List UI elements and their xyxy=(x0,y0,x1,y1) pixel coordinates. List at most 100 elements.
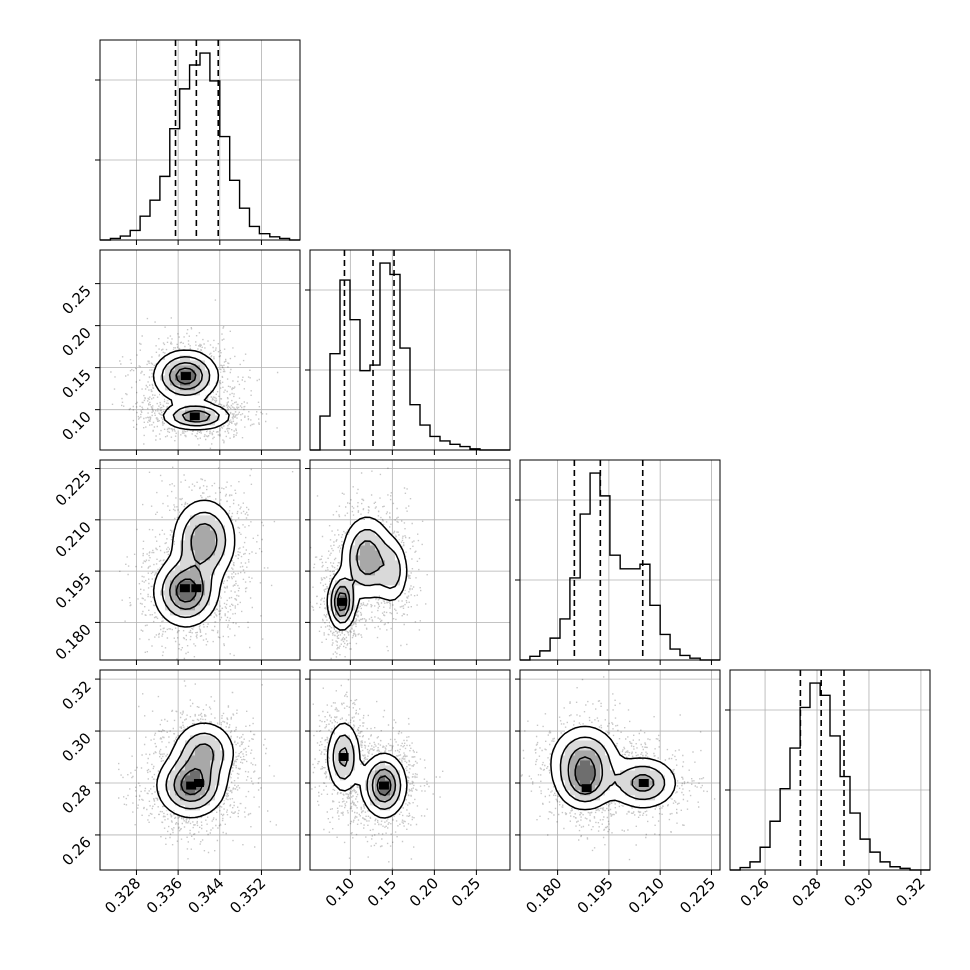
density-cell xyxy=(175,755,181,761)
density-cell xyxy=(330,615,336,621)
density-cell xyxy=(350,755,356,761)
density-cell xyxy=(340,565,346,571)
density-cell xyxy=(165,580,171,586)
density-cell xyxy=(215,520,221,526)
density-cell xyxy=(365,550,371,556)
density-cell xyxy=(205,535,211,541)
density-cell xyxy=(190,510,196,516)
density-cell xyxy=(200,800,206,806)
density-cell xyxy=(190,400,196,406)
density-cell xyxy=(660,770,666,776)
density-cell xyxy=(335,590,341,596)
density-cell xyxy=(195,380,201,386)
density-cell xyxy=(555,770,561,776)
density-cell xyxy=(630,760,636,766)
density-cell xyxy=(360,560,366,566)
density-cell xyxy=(335,735,341,741)
density-cell xyxy=(170,570,176,576)
density-cell xyxy=(220,780,226,786)
density-cell xyxy=(350,730,356,736)
density-cell xyxy=(200,505,206,511)
density-cell xyxy=(370,560,376,566)
density-cell xyxy=(215,565,221,571)
density-cell xyxy=(585,800,591,806)
density-cell xyxy=(345,620,351,626)
density-cell xyxy=(385,530,391,536)
contour-line xyxy=(175,367,197,385)
density-cell xyxy=(580,800,586,806)
density-cell xyxy=(640,785,646,791)
density-cell xyxy=(205,755,211,761)
density-cell xyxy=(175,790,181,796)
density-cell xyxy=(645,795,651,801)
density-cell xyxy=(365,580,371,586)
density-cell xyxy=(180,420,186,426)
density-cell xyxy=(350,770,356,776)
density-cell xyxy=(580,805,586,811)
density-cell xyxy=(200,355,206,361)
density-cell xyxy=(190,560,196,566)
density-cell xyxy=(355,760,361,766)
density-cell xyxy=(185,380,191,386)
density-cell xyxy=(340,605,346,611)
density-cell xyxy=(345,550,351,556)
density-cell xyxy=(575,750,581,756)
density-cell xyxy=(395,565,401,571)
density-cell xyxy=(165,760,171,766)
density-cell xyxy=(355,545,361,551)
density-cell xyxy=(350,545,356,551)
density-cell xyxy=(210,555,216,561)
density-cell xyxy=(185,530,191,536)
contour-line xyxy=(567,746,655,795)
density-cell xyxy=(215,405,221,411)
density-cell xyxy=(365,570,371,576)
density-peak xyxy=(378,781,389,790)
density-cell xyxy=(165,375,171,381)
density-cell xyxy=(205,360,211,366)
density-cell xyxy=(385,535,391,541)
density-cell xyxy=(560,735,566,741)
density-cell xyxy=(230,545,236,551)
density-cell xyxy=(560,745,566,751)
density-cell xyxy=(225,535,231,541)
density-cell xyxy=(590,745,596,751)
density-cell xyxy=(185,775,191,781)
density-cell xyxy=(180,750,186,756)
density-cell xyxy=(380,530,386,536)
density-cell xyxy=(570,770,576,776)
density-cell xyxy=(390,760,396,766)
density-cell xyxy=(375,800,381,806)
density-cell xyxy=(190,795,196,801)
density-cell xyxy=(200,390,206,396)
density-cell xyxy=(185,405,191,411)
density-cell xyxy=(185,575,191,581)
density-cell xyxy=(345,560,351,566)
density-cell xyxy=(580,790,586,796)
density-cell xyxy=(355,595,361,601)
density-cell xyxy=(170,600,176,606)
density-cell xyxy=(380,565,386,571)
density-cell xyxy=(215,420,221,426)
density-cell xyxy=(400,580,406,586)
density-cell xyxy=(205,735,211,741)
density-cell xyxy=(195,580,201,586)
contour-line xyxy=(550,725,677,811)
density-cell xyxy=(170,355,176,361)
density-cell xyxy=(215,530,221,536)
density-cell xyxy=(370,805,376,811)
density-cell xyxy=(205,375,211,381)
density-cell xyxy=(565,750,571,756)
density-cell xyxy=(370,770,376,776)
density-cell xyxy=(205,530,211,536)
density-cell xyxy=(635,775,641,781)
density-cell xyxy=(340,575,346,581)
density-cell xyxy=(205,610,211,616)
density-cell xyxy=(665,785,671,791)
density-cell xyxy=(600,735,606,741)
density-cell xyxy=(210,800,216,806)
density-cell xyxy=(200,405,206,411)
density-cell xyxy=(395,545,401,551)
panel-frame xyxy=(99,669,301,871)
density-cell xyxy=(180,570,186,576)
density-cell xyxy=(205,740,211,746)
